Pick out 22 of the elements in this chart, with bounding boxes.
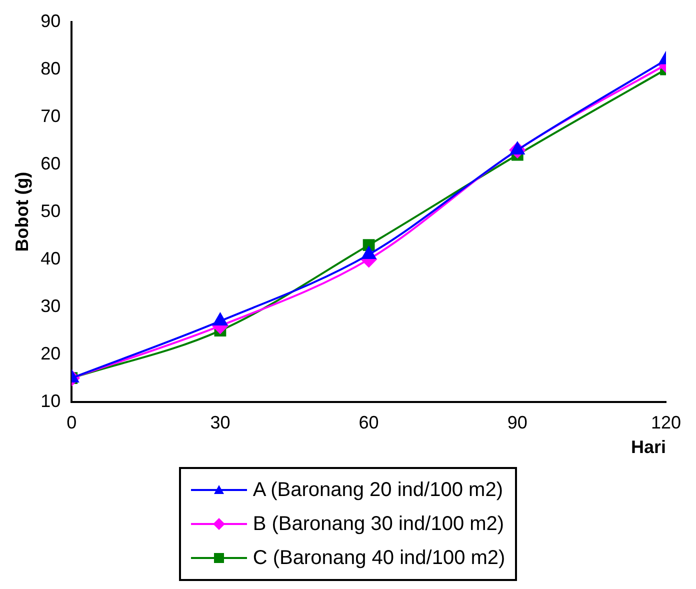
- point: [213, 313, 228, 326]
- legend-label: B (Baronang 30 ind/100 m2): [252, 512, 504, 536]
- legend-label: A (Baronang 20 ind/100 m2): [252, 478, 503, 502]
- y-tick-label: 70: [40, 106, 61, 126]
- point: [510, 142, 524, 155]
- x-axis-title: Hari: [630, 437, 666, 458]
- y-tick-label: 10: [40, 390, 61, 411]
- y-tick-label: 90: [40, 10, 61, 31]
- x-tick-label: 30: [210, 412, 230, 433]
- y-tick-label: 20: [40, 343, 61, 364]
- y-tick-label: 60: [40, 153, 61, 174]
- x-tick-label: 60: [358, 412, 379, 433]
- y-tick-label: 50: [40, 200, 61, 221]
- y-axis-title: Bobot (g): [12, 172, 32, 252]
- x-tick-label: 0: [66, 412, 77, 433]
- point: [362, 246, 376, 260]
- y-tick-label: 40: [40, 248, 61, 268]
- y-tick-label: 80: [40, 58, 61, 78]
- legend-label: C (Baronang 40 ind/100 m2): [252, 546, 506, 570]
- x-tick-label: 120: [650, 412, 682, 433]
- x-tick-label: 90: [507, 412, 528, 433]
- y-tick-label: 30: [40, 296, 61, 316]
